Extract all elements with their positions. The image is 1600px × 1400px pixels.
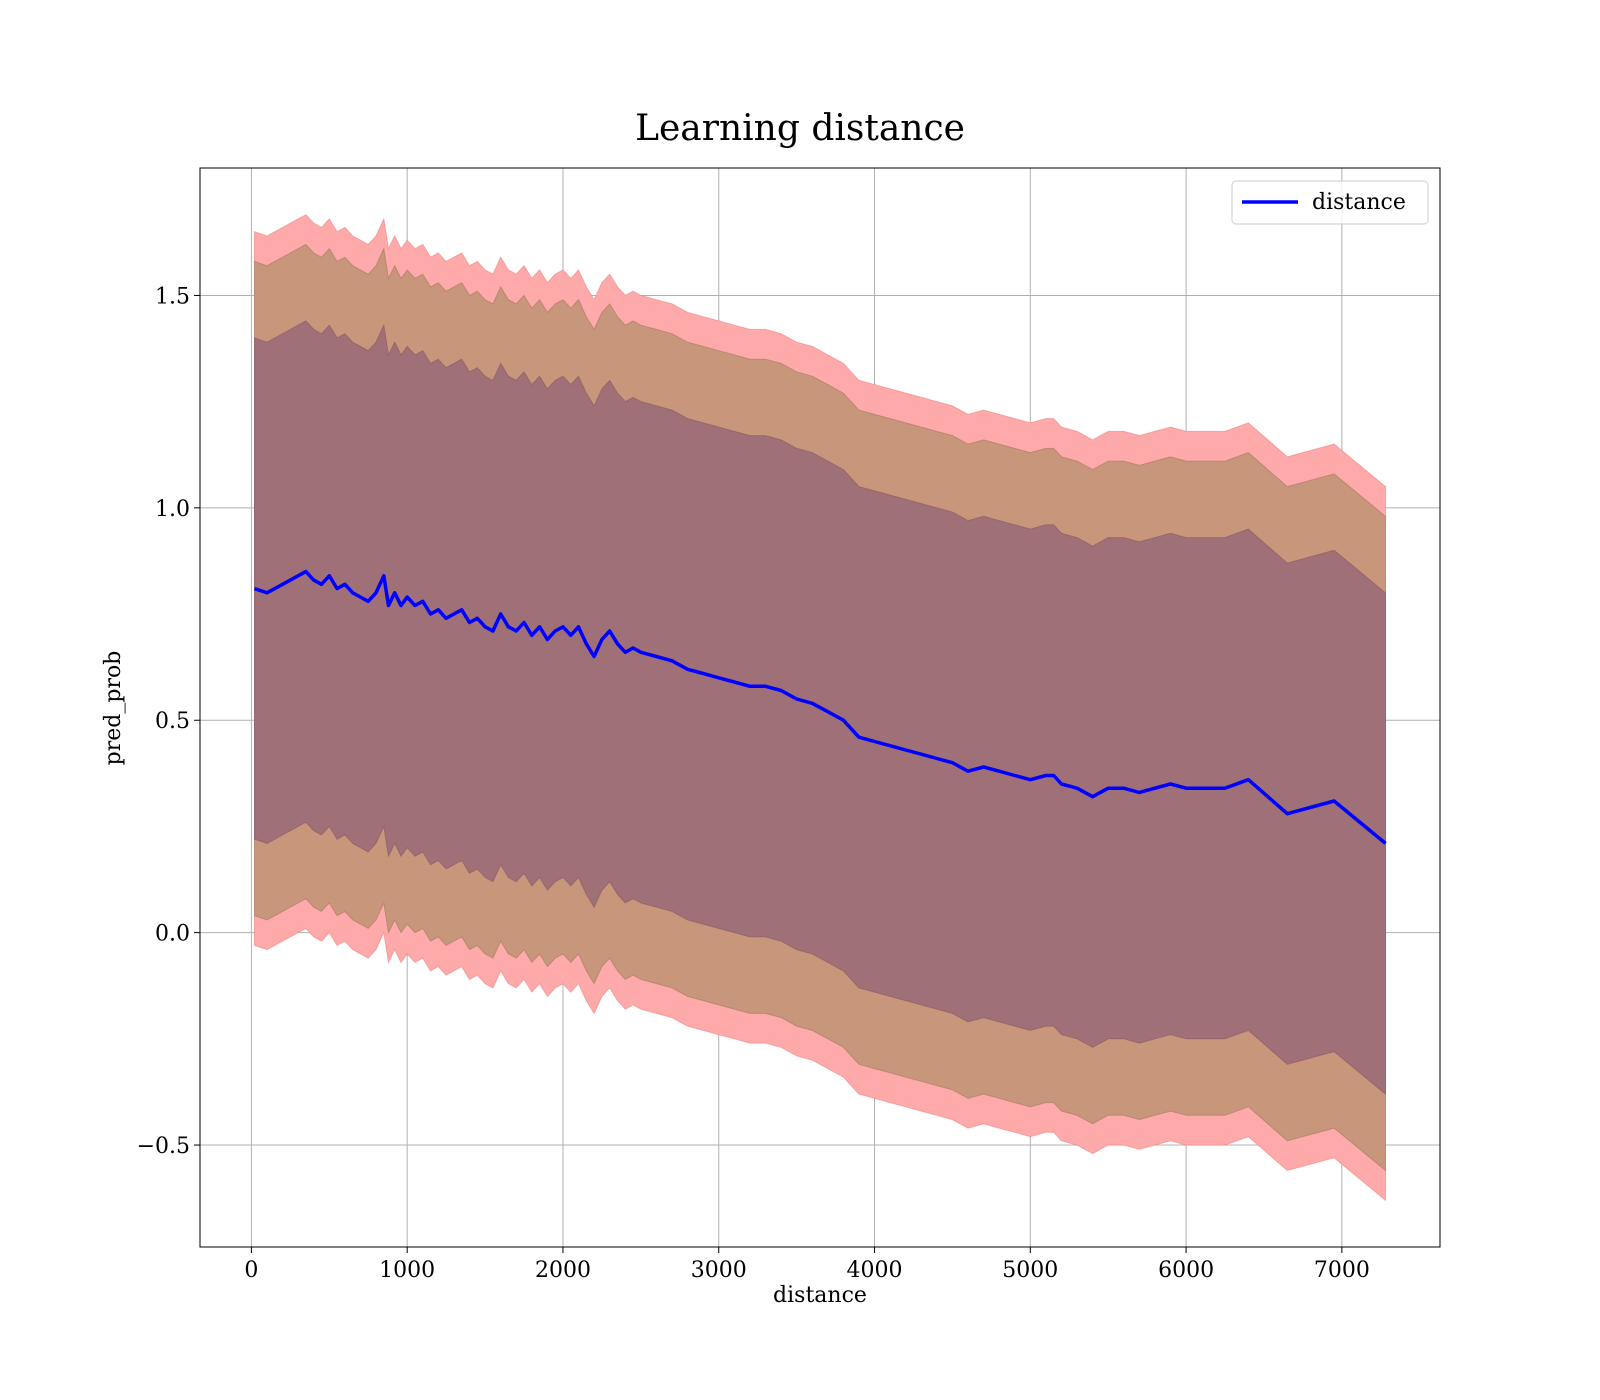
y-tick-label: 1.0: [155, 497, 190, 522]
x-axis-label: distance: [773, 1283, 867, 1308]
legend-box: [1231, 180, 1429, 225]
x-tick-label: 3000: [691, 1258, 747, 1283]
x-axis-ticks: 0 1000 2000 3000 4000 5000 6000 7000: [244, 1247, 1370, 1283]
x-tick-label: 2000: [535, 1258, 591, 1283]
x-tick-label: 0: [244, 1258, 258, 1283]
y-tick-label: 0.0: [155, 922, 190, 947]
series-lines: [253, 569, 1387, 845]
y-axis-label: pred_prob: [101, 651, 126, 766]
x-tick-label: 5000: [1002, 1258, 1058, 1283]
x-tick-label: 6000: [1158, 1258, 1214, 1283]
y-axis-ticks: −0.5 0.0 0.5 1.0 1.5: [137, 284, 200, 1159]
x-tick-label: 4000: [847, 1258, 903, 1283]
x-tick-label: 1000: [379, 1258, 435, 1283]
y-tick-label: 0.5: [155, 709, 190, 734]
x-tick-label: 7000: [1314, 1258, 1370, 1283]
chart-title: Learning distance: [635, 108, 965, 149]
legend: distance: [1231, 180, 1429, 225]
plot-frame: [199, 167, 1441, 1248]
series-line-distance: [253, 569, 1387, 845]
y-tick-label: 1.5: [155, 284, 190, 309]
y-tick-label: −0.5: [137, 1134, 190, 1159]
legend-label-distance: distance: [1312, 190, 1406, 215]
